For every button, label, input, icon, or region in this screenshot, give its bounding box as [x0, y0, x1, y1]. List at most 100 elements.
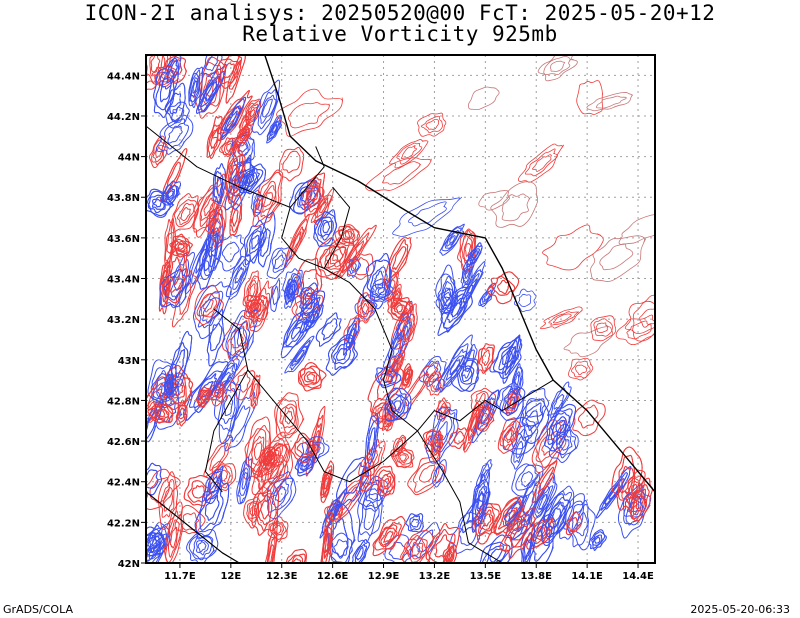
vorticity-contour [407, 201, 447, 227]
vorticity-contour [287, 102, 330, 129]
vorticity-contour [361, 302, 369, 316]
vorticity-contour [386, 412, 392, 423]
vorticity-contour [215, 364, 235, 391]
vorticity-contour [213, 170, 224, 203]
vorticity-contour [392, 196, 463, 237]
vorticity-contour [225, 55, 246, 104]
vorticity-contour [505, 430, 513, 441]
vorticity-contour [516, 398, 550, 444]
vorticity-contour [470, 248, 480, 261]
vorticity-contour [211, 234, 218, 253]
vorticity-contour [475, 405, 493, 430]
vorticity-contour [317, 231, 357, 277]
vorticity-contour [503, 427, 514, 444]
vorticity-contour [464, 243, 472, 257]
vorticity-contour [303, 371, 318, 384]
vorticity-contour [359, 299, 370, 318]
vorticity-contour [270, 121, 280, 137]
vorticity-contour [282, 150, 301, 174]
vorticity-contour [321, 516, 333, 563]
vorticity-contour [252, 383, 258, 400]
vorticity-contour [548, 423, 579, 463]
vorticity-contour [380, 527, 396, 546]
vorticity-contour [271, 123, 278, 134]
vorticity-contour [385, 351, 406, 385]
vorticity-contour [247, 279, 258, 303]
vorticity-contour [236, 126, 251, 146]
vorticity-contour [635, 494, 644, 510]
vorticity-contour [457, 228, 477, 275]
vorticity-contour [401, 363, 414, 390]
border-lazio-abruzzo [417, 430, 503, 563]
vorticity-contour [518, 293, 532, 307]
vorticity-contour [230, 405, 251, 443]
vorticity-contour [214, 362, 238, 394]
vorticity-contour [357, 298, 373, 322]
vorticity-contour [246, 174, 255, 185]
vorticity-contour [267, 454, 272, 462]
vorticity-contour [166, 247, 185, 293]
vorticity-contour [399, 305, 416, 352]
vorticity-contour [526, 517, 555, 550]
vorticity-contour [497, 417, 522, 454]
vorticity-contour [286, 283, 295, 303]
vorticity-contour [171, 342, 189, 389]
vorticity-contour [462, 400, 484, 451]
vorticity-contour [146, 55, 171, 90]
vorticity-contour [173, 268, 187, 291]
vorticity-contour [274, 392, 305, 440]
vorticity-contour [474, 502, 500, 537]
vorticity-contour [167, 190, 174, 199]
vorticity-contour [191, 485, 206, 499]
vorticity-contour [515, 464, 539, 491]
vorticity-contour [190, 77, 199, 98]
vorticity-contour [213, 389, 220, 397]
vorticity-contour [458, 365, 475, 385]
vorticity-contour [148, 135, 168, 169]
vorticity-contour [228, 59, 242, 90]
vorticity-contour [317, 216, 334, 241]
vorticity-contour [206, 219, 223, 268]
vorticity-contour [479, 534, 513, 563]
vorticity-contour [266, 531, 278, 563]
vorticity-contour [263, 192, 274, 208]
vorticity-contour [220, 105, 242, 139]
vorticity-contour [407, 541, 424, 560]
vorticity-contour [309, 310, 319, 324]
vorticity-contour [250, 189, 264, 217]
vorticity-contour [315, 312, 342, 347]
lon-tick-label: 12.3E [266, 571, 298, 582]
vorticity-contour [307, 180, 320, 207]
vorticity-contour [524, 398, 546, 418]
vorticity-contour [146, 534, 161, 554]
vorticity-contour [345, 462, 365, 495]
vorticity-contour [490, 181, 539, 228]
vorticity-contour [220, 58, 239, 84]
vorticity-contours [146, 55, 655, 563]
vorticity-contour [291, 345, 308, 367]
vorticity-contour [146, 55, 169, 85]
vorticity-contour [404, 371, 430, 407]
vorticity-contour [478, 190, 510, 211]
vorticity-contour [283, 278, 298, 309]
vorticity-contour [201, 394, 207, 401]
vorticity-contour [470, 413, 478, 433]
vorticity-contour [611, 446, 643, 511]
vorticity-contour [192, 173, 228, 238]
vorticity-contour [632, 300, 655, 334]
vorticity-contour [243, 219, 267, 266]
vorticity-contour [189, 370, 223, 412]
vorticity-contour [435, 534, 451, 558]
vorticity-contour [377, 469, 396, 496]
vorticity-contour [341, 486, 358, 511]
vorticity-contour [285, 548, 307, 563]
vorticity-contour [260, 443, 284, 472]
vorticity-contour [261, 185, 277, 213]
vorticity-contour [590, 235, 647, 282]
vorticity-contour [512, 520, 521, 531]
vorticity-contour [300, 282, 319, 316]
vorticity-contour [247, 428, 267, 473]
vorticity-contour [244, 294, 269, 322]
lon-tick-label: 12.6E [317, 571, 349, 582]
